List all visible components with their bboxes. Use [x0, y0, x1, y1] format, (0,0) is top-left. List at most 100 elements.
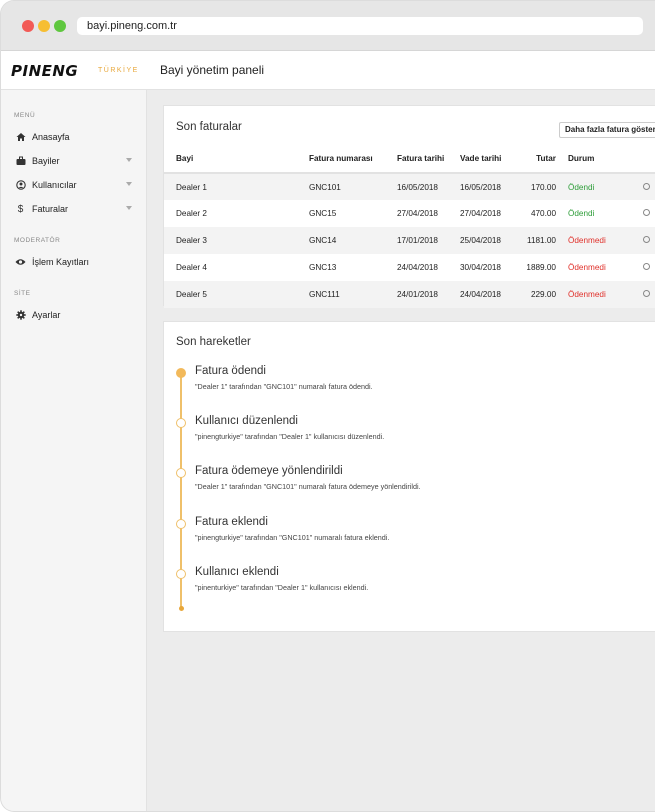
- brand-logo[interactable]: PINENG: [11, 62, 79, 80]
- view-icon[interactable]: [643, 182, 650, 190]
- timeline-item-title: Fatura eklendi: [195, 516, 268, 528]
- status-badge: Ödendi: [568, 209, 595, 218]
- column-header-fatura-tarihi[interactable]: Fatura tarihi: [397, 144, 460, 174]
- view-icon[interactable]: [643, 290, 650, 297]
- cell-invoice-number: GNC111: [309, 281, 397, 308]
- column-header-actions: [631, 144, 655, 174]
- timeline-dot: [176, 519, 186, 529]
- minimize-window-button[interactable]: [38, 20, 50, 32]
- status-badge: Ödenmedi: [568, 263, 606, 272]
- cell-amount: 1889.00: [526, 263, 556, 272]
- column-header-bayi[interactable]: Bayi: [164, 144, 309, 174]
- cell-amount: 470.00: [530, 209, 556, 218]
- sidebar-item-label: Kullanıcılar: [32, 180, 77, 190]
- chevron-down-icon[interactable]: [126, 206, 132, 210]
- view-icon[interactable]: [643, 236, 650, 243]
- brand-logo-subtitle: TÜRKİYE: [98, 67, 139, 74]
- sidebar-item-label: Bayiler: [32, 156, 60, 166]
- cell-invoice-number: GNC13: [309, 263, 337, 272]
- table-row[interactable]: Dealer 5 GNC111 24/01/2018 24/04/2018 22…: [164, 281, 655, 308]
- sidebar-item-bayiler[interactable]: Bayiler: [1, 149, 146, 173]
- cell-invoice-date: 24/04/2018: [397, 263, 438, 272]
- cell-dealer: Dealer 4: [176, 263, 207, 272]
- cell-invoice-date: 17/01/2018: [397, 227, 460, 254]
- maximize-window-button[interactable]: [54, 20, 66, 32]
- sidebar-item-faturalar[interactable]: $ Faturalar: [1, 197, 146, 221]
- sidebar-item-kullanicilar[interactable]: Kullanıcılar: [1, 173, 146, 197]
- sidebar-item-label: Anasayfa: [32, 132, 70, 142]
- timeline-item-description: "Dealer 1" tarafından "GNC101" numaralı …: [195, 382, 373, 391]
- status-badge: Ödendi: [556, 173, 631, 200]
- table-row[interactable]: Dealer 3 GNC14 17/01/2018 25/04/2018 118…: [164, 227, 655, 254]
- invoices-table: Bayi Fatura numarası Fatura tarihi Vade …: [164, 144, 655, 308]
- cell-due-date: 25/04/2018: [460, 227, 516, 254]
- cell-dealer: Dealer 3: [164, 227, 309, 254]
- sidebar-item-label: İşlem Kayıtları: [32, 257, 90, 267]
- sidebar-item-ayarlar[interactable]: Ayarlar: [1, 303, 146, 327]
- cell-due-date: 24/04/2018: [460, 281, 516, 308]
- cell-invoice-date: 16/05/2018: [397, 173, 460, 200]
- timeline-dot: [176, 468, 186, 478]
- close-window-button[interactable]: [22, 20, 34, 32]
- more-invoices-button[interactable]: Daha fazla fatura göster: [559, 122, 655, 138]
- address-bar[interactable]: bayi.pineng.com.tr: [77, 17, 643, 35]
- cell-due-date: 30/04/2018: [460, 263, 501, 272]
- timeline-item-title: Fatura ödendi: [195, 365, 266, 377]
- cell-amount: 170.00: [516, 173, 556, 200]
- column-header-vade-tarihi[interactable]: Vade tarihi: [460, 144, 516, 174]
- cell-invoice-date: 27/04/2018: [397, 209, 438, 218]
- cell-invoice-number: GNC101: [309, 173, 397, 200]
- cell-invoice-number: GNC15: [309, 209, 337, 218]
- recent-activity-title: Son hareketler: [176, 336, 251, 348]
- column-header-fatura-numarasi[interactable]: Fatura numarası: [309, 144, 397, 174]
- browser-chrome: bayi.pineng.com.tr: [1, 1, 655, 51]
- table-row[interactable]: Dealer 2 GNC15 27/04/2018 27/04/2018 470…: [164, 200, 655, 227]
- home-icon: [15, 132, 26, 143]
- recent-invoices-title: Son faturalar: [176, 121, 242, 133]
- timeline-end-dot: [178, 606, 184, 611]
- chevron-down-icon[interactable]: [126, 182, 132, 186]
- table-row[interactable]: Dealer 1 GNC101 16/05/2018 16/05/2018 17…: [164, 173, 655, 200]
- table-row[interactable]: Dealer 4 GNC13 24/04/2018 30/04/2018 188…: [164, 254, 655, 281]
- table-header-row: Bayi Fatura numarası Fatura tarihi Vade …: [164, 144, 655, 174]
- timeline-item-title: Fatura ödemeye yönlendirildi: [195, 465, 343, 477]
- sidebar-item-islem-kayitlari[interactable]: İşlem Kayıtları: [1, 250, 146, 274]
- sidebar-section-moderator: MODERATÖR: [14, 237, 61, 244]
- sidebar: MENÜ Anasayfa Bayiler Kullanıcılar $ Fat…: [1, 90, 147, 811]
- cell-invoice-date: 24/01/2018: [397, 281, 460, 308]
- view-icon[interactable]: [643, 209, 650, 216]
- timeline-line: [180, 370, 182, 608]
- timeline-item-description: "pinengturkiye" tarafından "GNC101" numa…: [195, 533, 390, 542]
- timeline-dot: [176, 569, 186, 579]
- cell-dealer: Dealer 2: [176, 209, 207, 218]
- eye-icon: [15, 257, 26, 268]
- column-header-tutar[interactable]: Tutar: [516, 144, 556, 174]
- cell-amount: 229.00: [516, 281, 556, 308]
- timeline-dot: [176, 368, 186, 378]
- cell-due-date: 27/04/2018: [460, 209, 501, 218]
- timeline-dot: [176, 418, 186, 428]
- page-title: Bayi yönetim paneli: [160, 63, 265, 77]
- app-header: PINENG TÜRKİYE Bayi yönetim paneli: [1, 51, 655, 90]
- cell-due-date: 16/05/2018: [460, 173, 516, 200]
- sidebar-item-label: Ayarlar: [32, 310, 61, 320]
- sidebar-item-label: Faturalar: [32, 204, 69, 214]
- recent-activity-card: Son hareketler Fatura ödendi "Dealer 1" …: [163, 321, 655, 632]
- timeline-item-title: Kullanıcı düzenlendi: [195, 415, 298, 427]
- view-icon[interactable]: [643, 263, 650, 270]
- timeline-item-description: "pinengturkiye" tarafından "Dealer 1" ku…: [195, 432, 385, 441]
- gear-icon: [15, 310, 26, 321]
- column-header-durum[interactable]: Durum: [556, 144, 631, 174]
- recent-invoices-card: Son faturalar Daha fazla fatura göster B…: [163, 105, 655, 308]
- cell-dealer: Dealer 1: [164, 173, 309, 200]
- sidebar-item-anasayfa[interactable]: Anasayfa: [1, 125, 146, 149]
- cell-invoice-number: GNC14: [309, 227, 397, 254]
- sidebar-section-site: SİTE: [14, 290, 31, 297]
- timeline-item-description: "Dealer 1" tarafından "GNC101" numaralı …: [195, 482, 421, 491]
- chevron-down-icon[interactable]: [126, 158, 132, 162]
- user-circle-icon: [15, 180, 26, 191]
- dollar-icon: $: [17, 203, 24, 215]
- cell-amount: 1181.00: [516, 227, 556, 254]
- cell-dealer: Dealer 5: [164, 281, 309, 308]
